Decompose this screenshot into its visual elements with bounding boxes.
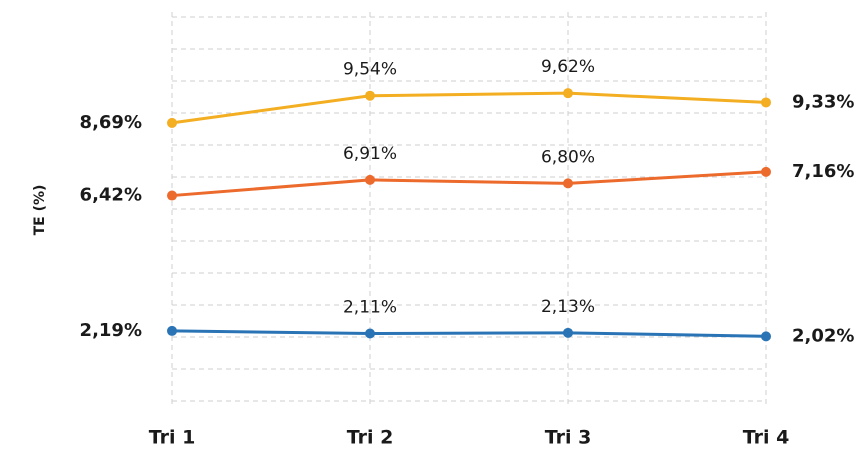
x-tick-label: Tri 4	[743, 427, 790, 449]
series-line	[171, 91, 767, 125]
value-label: 6,80%	[541, 147, 595, 167]
x-tick-label: Tri 2	[347, 427, 394, 449]
point	[761, 331, 771, 342]
point	[761, 166, 771, 177]
series-line	[171, 329, 767, 338]
point	[167, 325, 177, 336]
x-tick-label: Tri 1	[149, 427, 196, 449]
value-label: 8,69%	[80, 112, 142, 133]
y-axis-label: TE (%)	[32, 185, 48, 236]
value-label: 9,33%	[792, 91, 854, 112]
value-label: 2,11%	[343, 297, 397, 317]
point	[365, 328, 375, 339]
value-label: 9,54%	[343, 60, 397, 80]
point	[167, 117, 177, 128]
value-label: 6,42%	[80, 185, 142, 206]
value-label: 7,16%	[792, 161, 854, 182]
series-line	[171, 170, 767, 198]
point	[167, 190, 177, 201]
value-label: 2,13%	[541, 297, 595, 317]
value-label: 2,19%	[80, 320, 142, 341]
value-label: 6,91%	[343, 144, 397, 164]
point	[563, 88, 573, 99]
point	[761, 97, 771, 108]
point	[365, 174, 375, 185]
x-tick-label: Tri 3	[545, 427, 592, 449]
point	[365, 90, 375, 101]
value-label: 9,62%	[541, 57, 595, 77]
value-label: 2,02%	[792, 325, 854, 346]
point	[563, 327, 573, 338]
point	[563, 178, 573, 189]
